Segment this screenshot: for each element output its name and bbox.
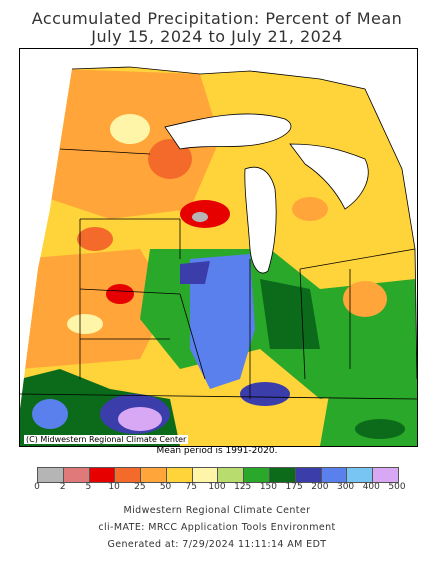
legend-swatch [63,468,90,482]
footer-tool: cli-MATE: MRCC Application Tools Environ… [98,522,336,533]
legend-tick-label: 200 [311,482,329,492]
legend-tick-label: 125 [234,482,252,492]
legend-swatch [347,468,374,482]
legend-swatch [218,468,245,482]
legend-tick-label: 400 [362,482,380,492]
lake-superior [164,113,292,150]
purple-region-south [240,382,290,406]
legend-swatch [115,468,142,482]
legend-tick-label: 175 [285,482,303,492]
michigan-yellow [280,169,360,279]
pale-patch-1 [110,114,150,144]
footer-generated: Generated at: 7/29/2024 11:11:14 AM EDT [107,539,327,550]
red-area-iowa [106,284,134,304]
ohio-orange [343,281,387,317]
legend-tick-label: 2 [59,482,66,492]
legend-tick-label: 150 [259,482,278,492]
legend-tick-label: 500 [388,482,406,492]
dark-green-region [260,279,320,349]
legend-swatch [270,468,296,482]
legend-swatch [141,468,167,482]
orange-region [50,69,220,219]
legend-swatch [373,468,398,482]
pale-patch-2 [67,314,103,334]
legend-swatch [295,468,322,482]
legend-swatch [192,468,219,482]
map-title-line1: Accumulated Precipitation: Percent of Me… [31,9,403,28]
red-area-iowa-north [77,227,113,251]
map-copyright: (C) Midwestern Regional Climate Center [24,435,189,444]
legend-swatch [89,468,116,482]
legend-tick-label: 25 [134,482,146,492]
purple-region-illinois [180,261,210,284]
footer-org: Midwestern Regional Climate Center [123,505,311,516]
legend-tick-label: 75 [185,482,198,492]
blue-region-illinois [190,254,255,389]
blue-region-west [32,399,68,429]
dark-green-southeast [355,419,405,439]
lake-huron [289,143,369,210]
state-borders [20,66,417,400]
legend-tick-label: 50 [159,482,172,492]
precipitation-map: (C) Midwestern Regional Climate Center [19,48,418,447]
color-legend [37,467,399,483]
michigan-orange [292,197,328,221]
gray-area-wisconsin [192,212,208,222]
legend-swatch [38,468,64,482]
lake-michigan [244,166,277,274]
legend-swatch [244,468,271,482]
legend-tick-label: 300 [336,482,355,492]
legend-labels: 0 2 5 10 25 50 75 100 125 150 175 200 300 400 500 [34,482,405,494]
legend-tick-label: 100 [208,482,226,492]
legend-swatch [166,468,193,482]
map-title-line2: July 15, 2024 to July 21, 2024 [91,27,343,46]
legend-tick-label: 0 [34,482,40,492]
legend-tick-label: 10 [108,482,120,492]
lavender-region-southwest [118,407,162,431]
map-canvas [20,66,417,446]
legend-tick-label: 5 [85,482,92,492]
legend-swatch [321,468,348,482]
mean-period-note: Mean period is 1991-2020. [156,446,278,456]
